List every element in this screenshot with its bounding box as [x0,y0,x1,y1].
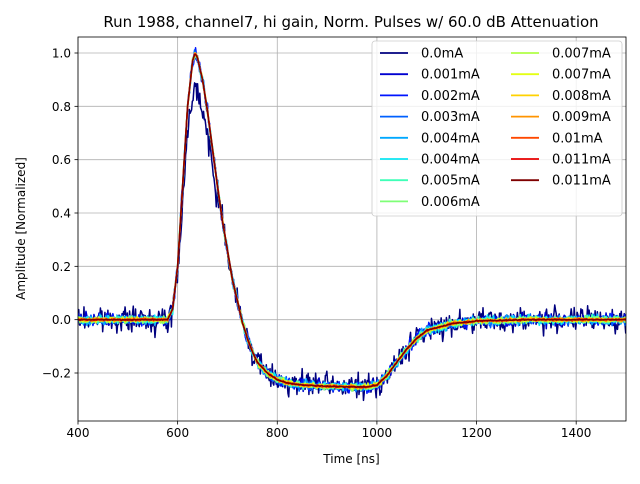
legend-label: 0.009mA [552,110,611,125]
x-tick-label: 1000 [362,426,393,440]
x-tick-label: 800 [266,426,289,440]
legend-label: 0.008mA [552,89,611,104]
x-axis-label: Time [ns] [322,452,379,466]
legend-label: 0.011mA [552,174,611,189]
y-tick-label: 0.6 [52,153,71,167]
legend: 0.0mA 0.001mA 0.002mA 0.003mA 0.004mA 0.004mA… [371,40,623,217]
y-tick-label: 1.0 [52,47,71,61]
y-axis-label: Amplitude [Normalized] [14,157,28,300]
x-tick-label: 400 [67,426,90,440]
legend-label: 0.007mA [552,68,611,83]
plot-frame [77,36,627,422]
legend-label: 0.006mA [421,195,480,210]
axis-ticks: 400 600 800 1000 1200 1400 −0.2 0.0 0.2 0.4 0.6 0.8… [42,47,592,441]
y-tick-label: 0.8 [52,100,71,114]
legend-box [371,40,623,217]
y-tick-label: 0.2 [52,260,71,274]
legend-label: 0.007mA [552,47,611,62]
x-tick-label: 600 [166,426,189,440]
series-lines [78,47,626,402]
legend-label: 0.011mA [552,153,611,168]
y-tick-label: 0.4 [52,207,71,221]
x-tick-label: 1200 [461,426,492,440]
series-line [78,53,626,389]
legend-label: 0.002mA [421,89,480,104]
legend-label: 0.004mA [421,131,480,146]
legend-label: 0.004mA [421,153,480,168]
x-tick-label: 1400 [561,426,592,440]
y-tick-label: 0.0 [52,313,71,327]
y-tick-label: −0.2 [42,367,71,381]
chart-title: Run 1988, channel7, hi gain, Norm. Pulse… [103,13,598,31]
legend-label: 0.01mA [552,131,603,146]
legend-label: 0.0mA [421,47,463,62]
legend-label: 0.005mA [421,174,480,189]
legend-label: 0.003mA [421,110,480,125]
legend-label: 0.001mA [421,68,480,83]
